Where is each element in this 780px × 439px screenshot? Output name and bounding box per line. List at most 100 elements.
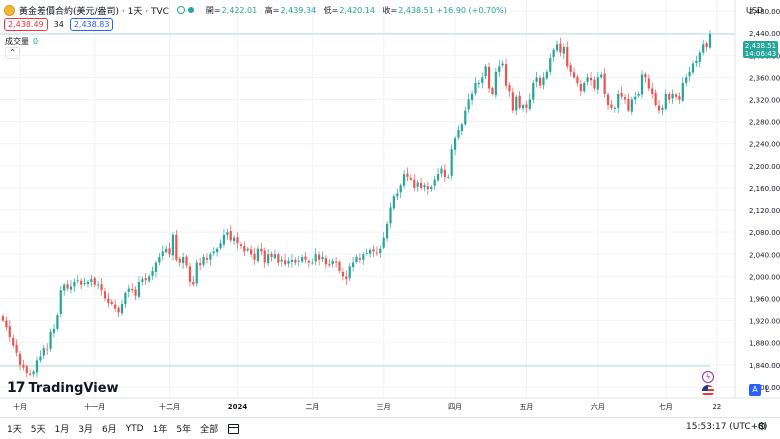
chevron-up-icon: ⌃: [9, 48, 16, 57]
calendar-icon[interactable]: [228, 423, 240, 434]
candle-body: [358, 258, 362, 260]
x-tick-label: 三月: [377, 403, 391, 411]
event-bolt-button[interactable]: ϟ: [702, 371, 714, 383]
candle-body: [515, 96, 518, 111]
log-scale-button[interactable]: L: [765, 385, 770, 394]
candle-body: [39, 356, 42, 361]
range-3m[interactable]: 3月: [78, 425, 93, 435]
candle-body: [637, 93, 640, 96]
currency-label[interactable]: USD: [746, 6, 764, 15]
buy-price-button[interactable]: 2,438.83: [69, 18, 114, 31]
candle-body: [270, 253, 273, 258]
candle-body: [698, 52, 701, 62]
candle-body: [426, 186, 429, 190]
tradingview-logo[interactable]: 17 TradingView: [7, 380, 119, 396]
spread-value: 34: [53, 20, 64, 29]
candle-body: [681, 82, 684, 101]
y-tick-label: 2,200.00: [749, 163, 780, 171]
tradingview-wordmark: TradingView: [28, 380, 119, 396]
candle-body: [161, 251, 164, 256]
status-dot-icon: [187, 7, 194, 13]
candle-body: [73, 281, 76, 287]
auto-scale-button[interactable]: A: [749, 384, 761, 396]
range-1m[interactable]: 1月: [54, 425, 70, 435]
candle-body: [212, 251, 215, 254]
candle-body: [379, 248, 382, 254]
candle-body: [589, 77, 593, 81]
volume-value: 0: [33, 37, 39, 46]
candle-body: [382, 237, 385, 248]
candle-body: [277, 254, 280, 263]
candle-body: [409, 177, 412, 180]
candle-body: [494, 71, 497, 96]
candle-body: [297, 260, 300, 262]
y-tick-label: 2,480.00: [749, 8, 780, 16]
range-6m[interactable]: 6月: [101, 425, 117, 435]
range-1y[interactable]: 1年: [152, 425, 168, 435]
candle-body: [389, 207, 392, 224]
candle-body: [559, 43, 562, 53]
candle-body: [205, 258, 209, 260]
range-1d[interactable]: 1天: [7, 425, 22, 435]
candle-body: [158, 257, 161, 263]
x-tick-label: 十月: [13, 402, 27, 411]
candle-body: [436, 174, 440, 181]
candle-body: [664, 93, 667, 109]
candle-body: [222, 234, 226, 245]
candle-body: [256, 248, 260, 261]
candle-body: [474, 82, 477, 94]
candle-body: [154, 262, 158, 272]
candle-body: [335, 261, 338, 263]
low-value: 2,420.14: [339, 5, 375, 15]
candle-body: [32, 371, 35, 375]
candle-body: [100, 284, 103, 291]
candle-body: [25, 366, 28, 374]
symbol-title[interactable]: 黃金差價合約(美元/盎司) · 1天 · TVC: [19, 6, 169, 17]
candle-body: [280, 259, 283, 262]
candle-body: [110, 301, 113, 305]
range-5d[interactable]: 5天: [30, 425, 46, 435]
candle-body: [175, 234, 178, 260]
gear-icon[interactable]: ⚙: [757, 420, 767, 433]
candle-body: [253, 253, 256, 260]
candle-body: [566, 46, 569, 67]
chart-grid: [0, 0, 735, 398]
candle-body: [287, 260, 290, 264]
candle-body: [22, 364, 25, 368]
y-tick-label: 1,800.00: [749, 384, 780, 392]
candle-body: [63, 284, 66, 291]
candle-body: [120, 304, 124, 314]
market-status[interactable]: [176, 6, 194, 14]
candle-body: [107, 298, 110, 303]
tradingview-mark-icon: 17: [7, 380, 26, 396]
candle-body: [447, 176, 450, 178]
y-tick-label: 1,920.00: [749, 318, 780, 326]
candle-body: [423, 185, 426, 188]
candle-body: [586, 77, 589, 82]
range-all[interactable]: 全部: [200, 425, 219, 435]
symbol-header: 黃金差價合約(美元/盎司) · 1天 · TVC 開=2,422.01 高=2,…: [4, 3, 512, 17]
range-ytd[interactable]: YTD: [125, 423, 144, 434]
bolt-icon: ϟ: [705, 373, 711, 381]
candle-body: [46, 348, 49, 350]
last-price-label: 2,438.51 14:06:43: [743, 41, 778, 58]
candle-body: [97, 284, 100, 286]
candle-body: [460, 124, 463, 132]
y-tick-label: 1,880.00: [749, 340, 780, 348]
range-5y[interactable]: 5年: [176, 425, 192, 435]
candle-body: [76, 280, 79, 282]
candle-body: [406, 173, 409, 177]
date-range-selector: 1天 5天 1月 3月 6月 YTD 1年 5年 全部: [7, 422, 240, 435]
candle-body: [671, 93, 674, 99]
x-tick-label: 五月: [519, 403, 533, 411]
us-flag-icon[interactable]: [702, 385, 714, 397]
clock-timezone[interactable]: 15:53:17 (UTC+8): [686, 422, 768, 432]
x-tick-label: 十一月: [84, 402, 105, 411]
candle-body: [131, 289, 134, 291]
sell-price-button[interactable]: 2,438.49: [4, 18, 48, 31]
collapse-legend-button[interactable]: ⌃: [5, 47, 20, 59]
candle-body: [151, 270, 154, 276]
price-chart[interactable]: 1,800.00 1,840.00 1,880.00 1,920.00 1,960.00…: [0, 0, 780, 417]
y-tick-label: 2,040.00: [749, 251, 780, 259]
candle-body: [647, 78, 650, 89]
